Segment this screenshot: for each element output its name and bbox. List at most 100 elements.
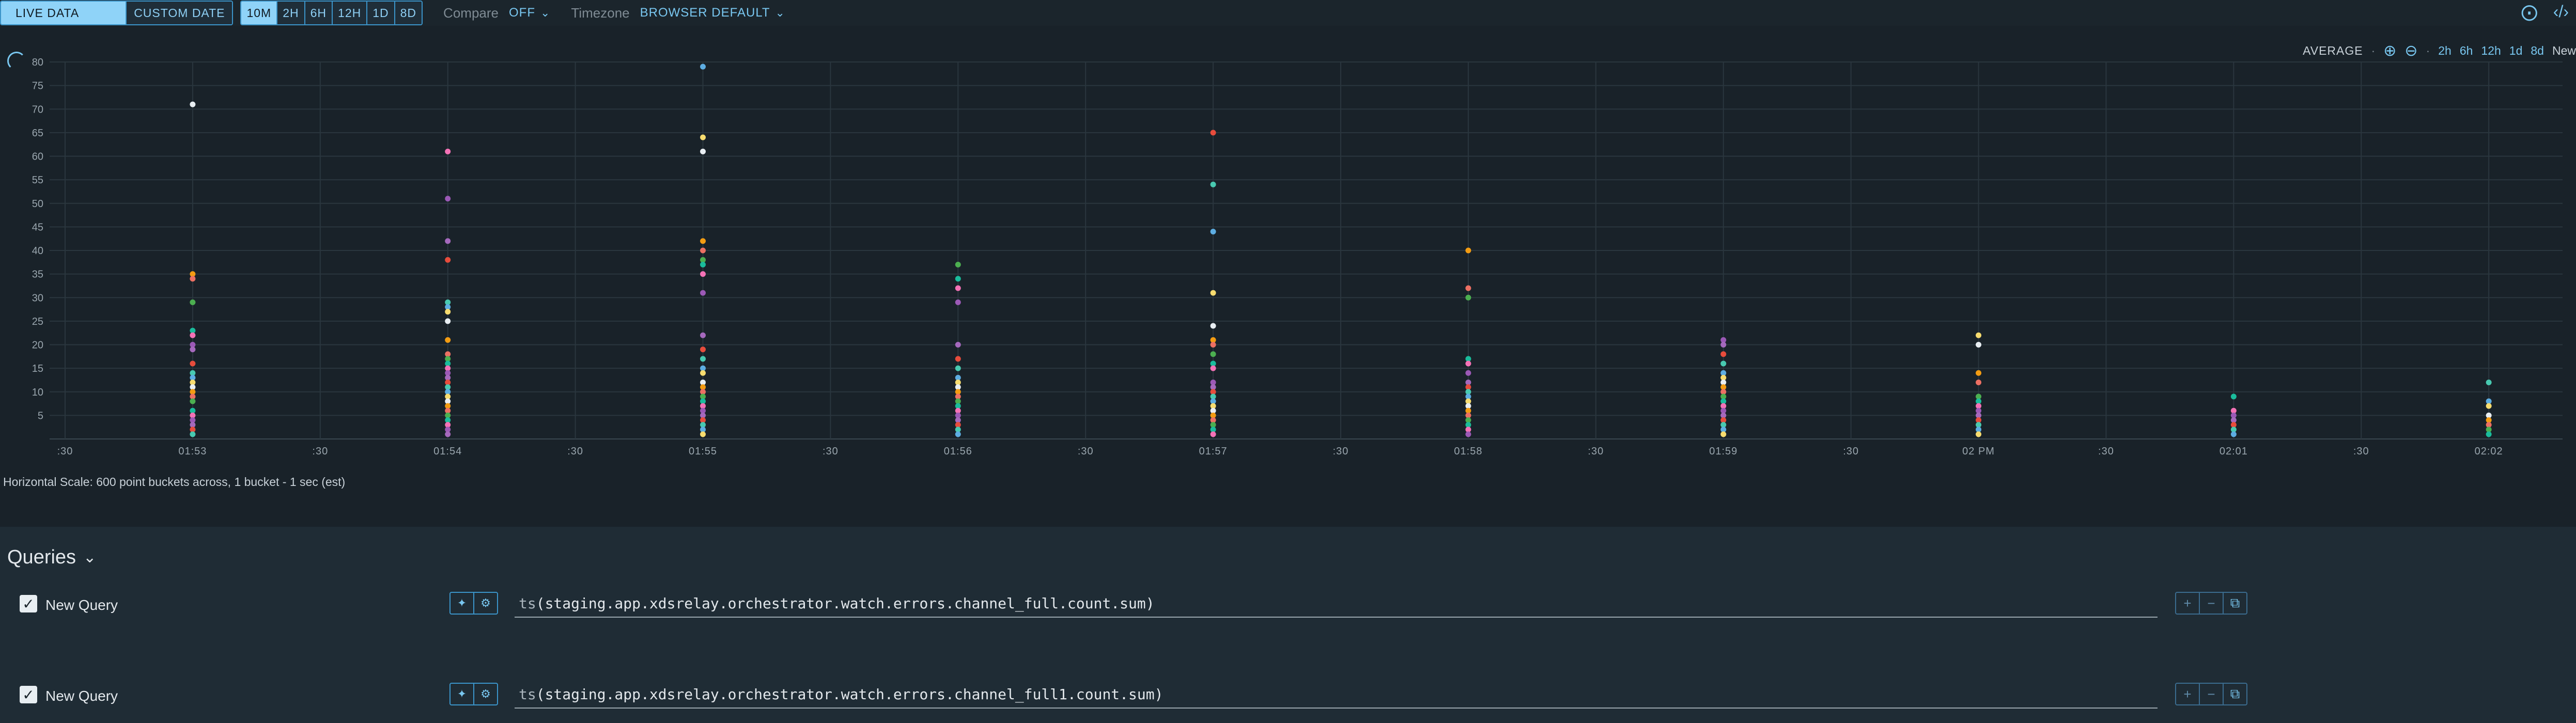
data-point: [1465, 384, 1471, 390]
data-point: [1720, 360, 1727, 367]
query-name[interactable]: New Query: [45, 597, 118, 613]
chart-range-6h[interactable]: 6h: [2459, 43, 2473, 57]
horizontal-scale-note: Horizontal Scale: 600 point buckets acro…: [3, 475, 346, 489]
queries-header[interactable]: Queries ⌄: [7, 546, 96, 569]
query-expression-input[interactable]: ts (staging.app.xdsrelay.orchestrator.wat…: [515, 681, 2158, 709]
copy-icon[interactable]: ⧉: [2230, 595, 2240, 610]
data-point: [190, 380, 196, 385]
data-point: [1210, 337, 1216, 343]
y-tick-label: 55: [32, 175, 43, 186]
data-point: [190, 407, 196, 414]
timezone-value: BROWSER DEFAULT: [640, 6, 770, 20]
data-point: [1210, 229, 1216, 234]
compare-dropdown[interactable]: OFF ⌄: [509, 6, 550, 20]
data-point: [445, 380, 451, 385]
new-chart-button[interactable]: New: [2552, 43, 2576, 57]
data-point: [2230, 412, 2237, 418]
range-button-10m[interactable]: 10M: [241, 2, 278, 24]
data-point: [955, 365, 961, 371]
data-point: [2230, 427, 2237, 433]
settings-icon[interactable]: ⚙: [480, 596, 491, 609]
add-icon[interactable]: +: [2176, 684, 2200, 704]
range-button-8d[interactable]: 8D: [395, 2, 422, 24]
zoom-in-icon[interactable]: ⊕: [2383, 42, 2397, 59]
range-button-6h[interactable]: 6H: [305, 2, 333, 24]
data-point: [1210, 351, 1216, 357]
share-icon[interactable]: ⨀: [2521, 3, 2538, 21]
data-point: [955, 422, 961, 428]
data-point: [1720, 374, 1727, 381]
chart-range-12h[interactable]: 12h: [2481, 43, 2501, 57]
data-point: [700, 403, 706, 409]
data-point: [1976, 332, 1982, 338]
data-point: [2486, 431, 2492, 437]
query-enabled-checkbox[interactable]: ✓: [20, 686, 37, 703]
chart-range-1d[interactable]: 1d: [2509, 43, 2523, 57]
data-point: [700, 356, 706, 362]
query-name[interactable]: New Query: [45, 688, 118, 704]
data-point: [700, 64, 706, 70]
code-icon[interactable]: ‹/›: [2553, 2, 2569, 21]
data-point: [445, 309, 451, 315]
copy-icon[interactable]: ⧉: [2230, 686, 2240, 701]
chevron-down-icon: ⌄: [775, 6, 785, 19]
data-point: [1465, 398, 1471, 404]
live-data-button[interactable]: LIVE DATA: [1, 2, 127, 24]
data-point: [1976, 407, 1982, 414]
remove-icon[interactable]: −: [2200, 684, 2224, 704]
data-point: [1210, 130, 1216, 136]
x-tick-label: 01:59: [1709, 446, 1737, 457]
data-point: [445, 394, 451, 400]
wand-icon[interactable]: ✦: [451, 684, 474, 704]
chart-range-8d[interactable]: 8d: [2531, 43, 2544, 57]
data-point: [1465, 285, 1471, 291]
settings-icon[interactable]: ⚙: [480, 687, 491, 700]
zoom-out-icon[interactable]: ⊖: [2404, 42, 2418, 59]
chart-range-2h[interactable]: 2h: [2438, 43, 2451, 57]
custom-date-button[interactable]: CUSTOM DATE: [127, 2, 232, 24]
range-button-1d[interactable]: 1D: [367, 2, 395, 24]
range-button-2h[interactable]: 2H: [277, 2, 305, 24]
query-expression-input[interactable]: ts (staging.app.xdsrelay.orchestrator.wat…: [515, 590, 2158, 618]
add-icon[interactable]: +: [2176, 593, 2200, 614]
data-point: [700, 332, 706, 338]
x-tick-label: 01:54: [433, 446, 462, 457]
y-tick-label: 60: [32, 151, 43, 163]
data-point: [445, 412, 451, 418]
x-tick-label: 02:02: [2475, 446, 2503, 457]
data-point: [1210, 384, 1216, 390]
data-point: [1720, 351, 1727, 357]
data-point: [1210, 380, 1216, 385]
data-point: [955, 394, 961, 400]
aggregation-label[interactable]: AVERAGE: [2303, 43, 2363, 57]
x-tick-label: 01:53: [178, 446, 207, 457]
data-point: [445, 238, 451, 244]
data-point: [700, 384, 706, 390]
chevron-down-icon: ⌄: [540, 6, 551, 19]
data-point: [445, 351, 451, 357]
data-point: [1210, 417, 1216, 423]
data-point: [700, 389, 706, 395]
y-tick-label: 5: [38, 410, 43, 421]
remove-icon[interactable]: −: [2200, 593, 2224, 614]
data-point: [2486, 398, 2492, 404]
data-point: [190, 394, 196, 400]
data-point: [1976, 422, 1982, 428]
data-point: [1465, 394, 1471, 400]
chart-controls: AVERAGE · ⊕ ⊖ · 2h 6h 12h 1d 8d New: [2303, 41, 2576, 60]
x-tick-label: 01:56: [944, 446, 972, 457]
scatter-chart[interactable]: 5 10 15 20 25 30 35 40 45 50 55 60 65 70 75 80 :30 01:53…: [0, 52, 2576, 465]
x-tick-label: :30: [1588, 446, 1604, 457]
wand-icon[interactable]: ✦: [451, 593, 474, 614]
query-enabled-checkbox[interactable]: ✓: [20, 595, 37, 612]
data-point: [190, 384, 196, 390]
range-button-12h[interactable]: 12H: [333, 2, 368, 24]
queries-title: Queries: [7, 546, 76, 568]
data-point: [190, 360, 196, 367]
timezone-dropdown[interactable]: BROWSER DEFAULT ⌄: [640, 6, 785, 20]
data-point: [955, 427, 961, 433]
x-tick-label: 01:57: [1199, 446, 1228, 457]
data-point: [1976, 398, 1982, 404]
data-point: [1720, 422, 1727, 428]
separator-dot: ·: [2426, 43, 2430, 57]
